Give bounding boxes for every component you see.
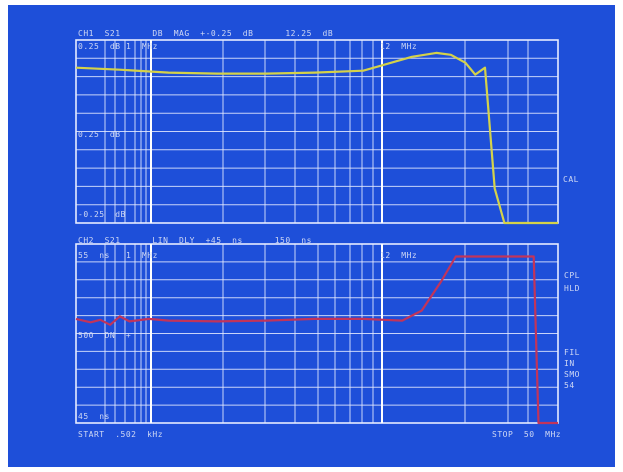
- ch1-header: CH1 S21 DB MAG +-0.25 dB 12.25 dB: [78, 29, 334, 38]
- ch2-side-cpl: CPL: [564, 271, 580, 280]
- ch2-ref-mid: 500 DN +: [78, 331, 132, 340]
- ch1-marker2-label: 12 MHz: [380, 42, 418, 51]
- stop-frequency-label: STOP 50 MHz: [492, 430, 562, 439]
- ch1-ref-top: 0.25 dB: [78, 42, 121, 51]
- ch2-side-hld: HLD: [564, 284, 580, 293]
- ch2-marker1-label: 1 MHz: [126, 251, 158, 260]
- ch1-ref-bottom: -0.25 dB: [78, 210, 126, 219]
- ch2-header: CH2 S21 LIN DLY +45 ns 150 ns: [78, 236, 312, 245]
- ch1-marker1-label: 1 MHz: [126, 42, 158, 51]
- ch2-trace: [75, 255, 558, 425]
- ch2-ref-top: 55 ns: [78, 251, 110, 260]
- start-frequency-label: START .502 kHz: [78, 430, 164, 439]
- ch2-ref-bottom: 45 ns: [78, 412, 110, 421]
- ch2-side-smo2: 54: [564, 381, 575, 390]
- analyzer-screen: CH1 S21 DB MAG +-0.25 dB 12.25 dB 0.25 d…: [8, 5, 615, 467]
- ch2-side-fil2: IN: [564, 359, 575, 368]
- ch1-side-cal: CAL: [563, 175, 579, 184]
- ch1-trace: [75, 51, 558, 225]
- ch1-ref-mid: 0.25 dB: [78, 130, 121, 139]
- ch2-marker2-label: 12 MHz: [380, 251, 418, 260]
- display-grid: [75, 39, 559, 425]
- ch2-side-smo: SMO: [564, 370, 580, 379]
- ch2-side-fil: FIL: [564, 348, 580, 357]
